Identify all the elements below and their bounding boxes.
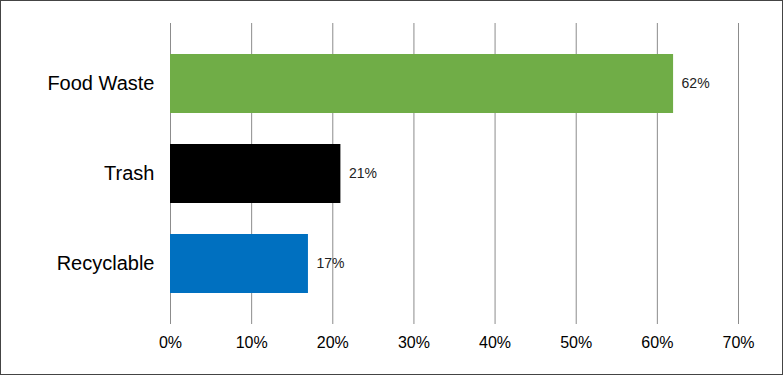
svg-text:50%: 50% <box>560 334 592 351</box>
svg-text:62%: 62% <box>682 75 710 91</box>
svg-text:20%: 20% <box>317 334 349 351</box>
svg-text:Trash: Trash <box>104 162 154 184</box>
svg-text:Recyclable: Recyclable <box>57 252 155 274</box>
svg-text:Food Waste: Food Waste <box>47 72 154 94</box>
svg-text:17%: 17% <box>316 255 344 271</box>
svg-text:10%: 10% <box>236 334 268 351</box>
svg-text:70%: 70% <box>722 334 754 351</box>
svg-text:40%: 40% <box>479 334 511 351</box>
svg-text:0%: 0% <box>159 334 182 351</box>
svg-text:21%: 21% <box>349 165 377 181</box>
svg-text:60%: 60% <box>641 334 673 351</box>
svg-text:30%: 30% <box>398 334 430 351</box>
